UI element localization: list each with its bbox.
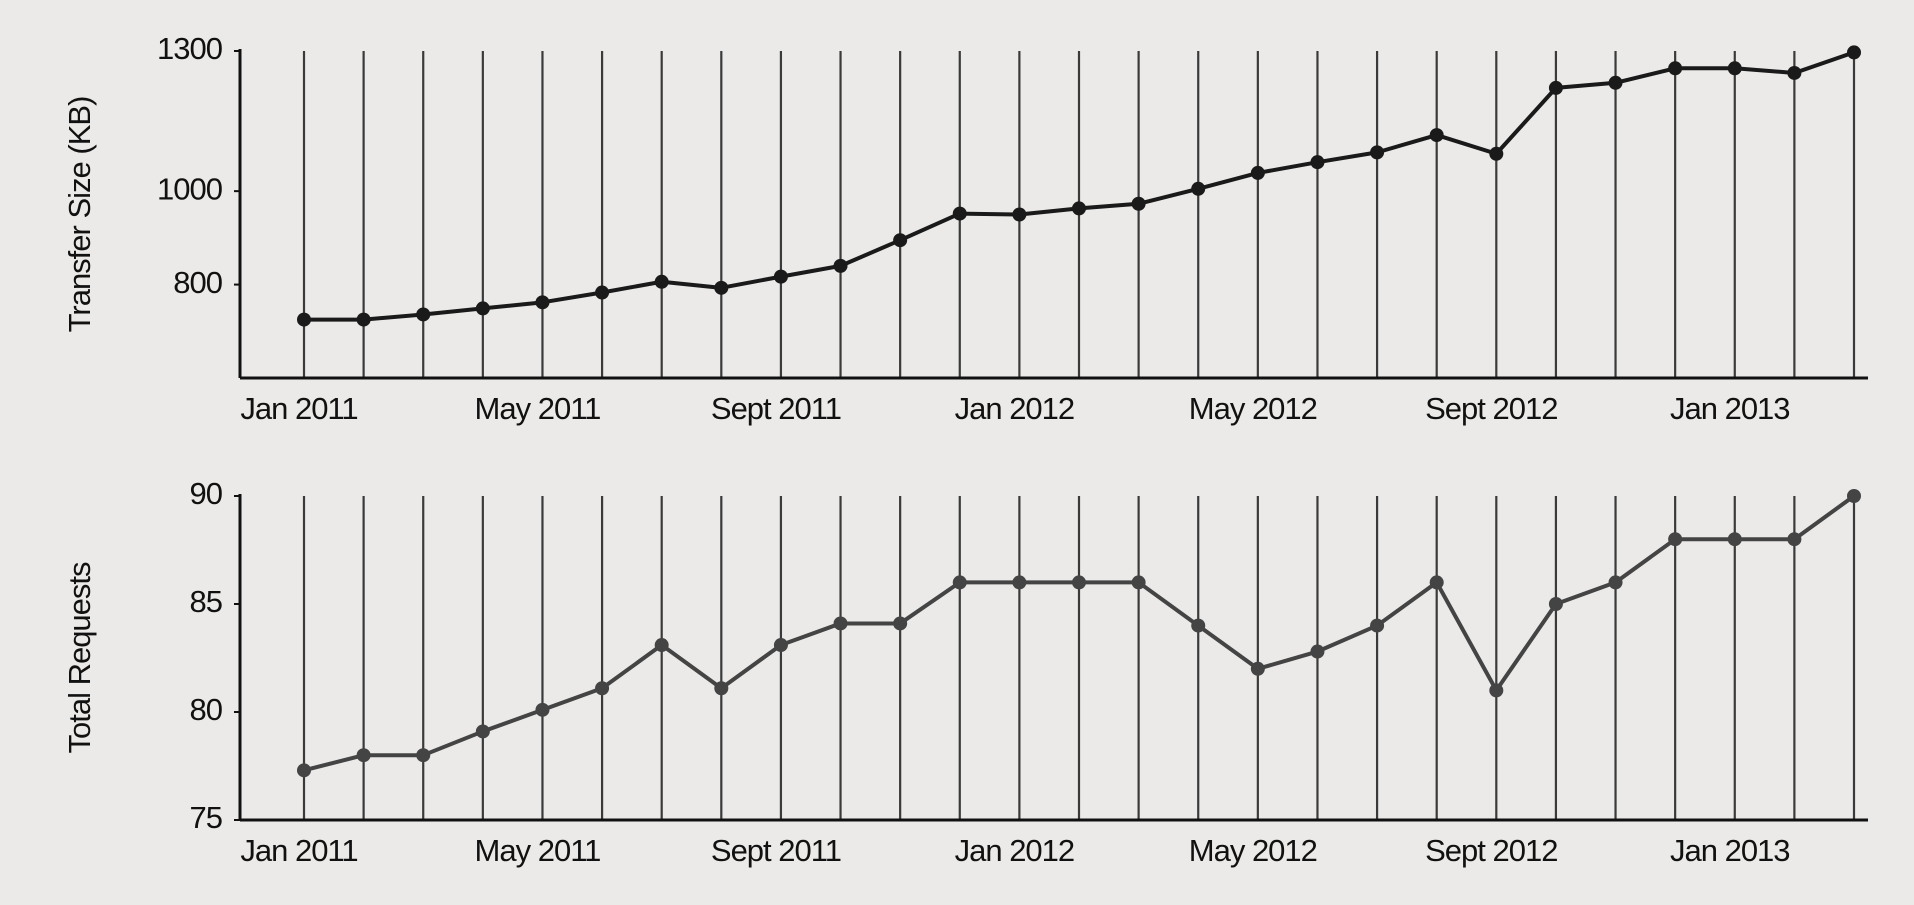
data-point [1429, 575, 1444, 590]
data-point [1370, 145, 1385, 160]
data-point [714, 681, 729, 696]
y-tick-label: 1300 [157, 31, 223, 66]
data-point [1489, 683, 1504, 698]
data-point [416, 748, 431, 763]
data-point [416, 307, 431, 322]
x-tick-label: May 2011 [475, 391, 601, 426]
data-point [535, 295, 550, 310]
y-tick-label: 85 [190, 584, 222, 619]
data-point [595, 285, 610, 300]
data-point [1727, 532, 1742, 547]
x-tick-label: Jan 2011 [240, 833, 357, 868]
data-point [475, 301, 490, 316]
x-tick-label: Sept 2012 [1425, 833, 1557, 868]
y-axis-title: Transfer Size (KB) [62, 97, 97, 333]
x-tick-label: Sept 2011 [711, 391, 841, 426]
data-point [773, 269, 788, 284]
data-point [1847, 489, 1861, 503]
data-point [1787, 532, 1802, 547]
data-point [1310, 155, 1325, 170]
x-tick-label: May 2012 [1189, 833, 1317, 868]
x-tick-label: Jan 2012 [955, 391, 1075, 426]
x-tick-label: May 2012 [1189, 391, 1317, 426]
data-point [356, 748, 371, 763]
data-point [893, 233, 908, 248]
data-point [893, 616, 908, 631]
data-point [1250, 165, 1265, 180]
y-tick-label: 1000 [157, 171, 223, 206]
data-point [1191, 181, 1206, 196]
x-tick-label: Sept 2011 [711, 833, 841, 868]
data-point [654, 638, 669, 653]
data-point [1191, 618, 1206, 633]
x-tick-label: May 2011 [475, 833, 601, 868]
data-point [833, 258, 848, 273]
data-point [1608, 575, 1623, 590]
y-tick-label: 800 [173, 265, 222, 300]
data-point [952, 575, 967, 590]
data-point [654, 274, 669, 289]
x-tick-label: Sept 2012 [1425, 391, 1557, 426]
data-point [1072, 201, 1086, 216]
x-tick-label: Jan 2013 [1670, 833, 1790, 868]
data-point [1012, 207, 1027, 222]
data-point [714, 280, 729, 295]
y-tick-label: 80 [190, 692, 223, 727]
data-point [1847, 45, 1861, 60]
x-tick-label: Jan 2011 [240, 391, 357, 426]
data-point [1131, 575, 1146, 590]
data-point [1072, 575, 1086, 590]
data-point [1668, 61, 1683, 76]
data-point [952, 206, 967, 221]
data-point [1608, 75, 1623, 90]
data-point [1548, 80, 1563, 95]
x-tick-label: Jan 2012 [955, 833, 1075, 868]
y-tick-label: 90 [190, 476, 223, 511]
data-point [1548, 597, 1563, 611]
data-point [297, 763, 311, 778]
data-point [1012, 575, 1027, 590]
x-tick-label: Jan 2013 [1670, 391, 1790, 426]
data-point [1250, 661, 1265, 676]
data-point [356, 312, 371, 327]
data-point [833, 616, 848, 631]
data-point [535, 702, 550, 717]
data-point [1429, 128, 1444, 143]
data-point [773, 638, 788, 653]
y-tick-label: 75 [190, 800, 222, 835]
data-point [1370, 618, 1385, 633]
data-point [1727, 61, 1742, 76]
data-point [1489, 146, 1504, 161]
data-point [1787, 65, 1802, 80]
data-point [297, 312, 311, 327]
data-point [1310, 644, 1325, 659]
data-point [475, 724, 490, 739]
data-point [595, 681, 610, 696]
data-point [1668, 532, 1683, 547]
y-axis-title: Total Requests [62, 562, 97, 754]
data-point [1131, 196, 1146, 211]
